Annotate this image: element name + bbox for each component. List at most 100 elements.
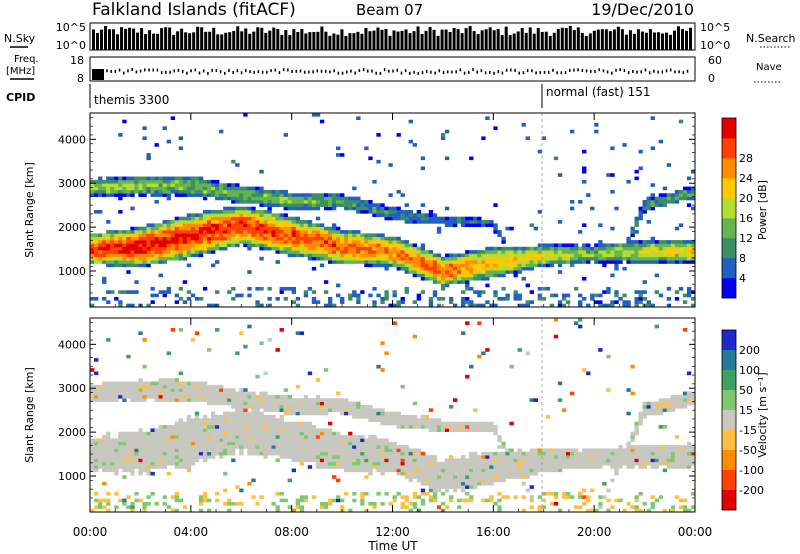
power-cell [206, 210, 212, 214]
power-cell [118, 290, 123, 294]
power-cell [327, 203, 333, 207]
velocity-cell [517, 448, 522, 453]
velocity-cell [231, 438, 236, 443]
nsky-bar [620, 29, 624, 50]
power-cell [186, 243, 192, 248]
velocity-cell [408, 418, 413, 422]
nsky-bar [184, 32, 188, 50]
velocity-cell [134, 435, 139, 439]
velocity-cell [275, 404, 280, 409]
velocity-cell [376, 468, 381, 473]
power-cell [372, 246, 377, 251]
velocity-cell [223, 431, 228, 436]
velocity-cell [332, 458, 337, 463]
velocity-cell [360, 441, 365, 446]
velocity-cell [239, 394, 244, 399]
velocity-cell [416, 451, 422, 456]
freq-mark [240, 71, 243, 75]
power-cell [396, 243, 401, 248]
velocity-cell [174, 465, 180, 469]
velocity-cell [578, 495, 583, 499]
power-cell [243, 220, 248, 224]
power-cell [295, 243, 301, 248]
velocity-cell [231, 425, 236, 429]
power-cell [118, 183, 123, 187]
power-cell [110, 246, 115, 251]
velocity-cell [247, 411, 252, 416]
freq-mark [329, 70, 331, 74]
power-cell [118, 263, 123, 268]
power-cell [134, 290, 139, 294]
velocity-cell [348, 448, 353, 453]
power-cell [376, 256, 381, 261]
velocity-cell [267, 338, 272, 342]
velocity-cell [473, 485, 478, 489]
power-cell [574, 243, 579, 248]
power-cell [198, 226, 204, 231]
power-cell [194, 213, 200, 217]
power-cell [666, 253, 672, 258]
power-cell [348, 296, 353, 301]
power-cell [465, 276, 470, 281]
power-cell [311, 230, 317, 234]
power-cell [384, 216, 389, 221]
power-cell [279, 216, 284, 221]
velocity-cell [408, 501, 413, 506]
power-cell [666, 296, 672, 301]
velocity-cell [340, 411, 345, 416]
velocity-cell [586, 458, 591, 463]
nsky-bar [484, 29, 488, 50]
power-cell [364, 203, 369, 207]
freq-mark [400, 71, 403, 75]
velocity-cell [638, 491, 643, 496]
power-cell [553, 246, 559, 251]
power-cell [303, 253, 309, 258]
power-cell [400, 210, 405, 214]
velocity-cell [102, 498, 107, 503]
velocity-cell [219, 418, 224, 422]
power-cell [186, 246, 192, 251]
velocity-cell [174, 398, 180, 402]
power-cell [202, 193, 208, 197]
power-cell [453, 260, 458, 264]
power-cell [134, 186, 139, 191]
power-cell [271, 223, 276, 228]
velocity-cell [404, 455, 409, 459]
velocity-cell [424, 425, 430, 429]
freq-mark [245, 69, 247, 73]
velocity-cell [154, 391, 159, 396]
velocity-cell [448, 468, 454, 473]
velocity-cell [174, 448, 180, 453]
velocity-cell [126, 458, 131, 463]
velocity-cell [158, 455, 163, 459]
power-cell [614, 243, 619, 248]
power-cell [336, 199, 341, 204]
velocity-cell [344, 435, 349, 439]
velocity-cell [94, 505, 99, 509]
power-cell [315, 243, 321, 248]
velocity-cell [178, 384, 184, 389]
velocity-cell [432, 485, 438, 489]
power-cell [94, 179, 99, 184]
power-cell [448, 270, 454, 274]
power-cell [275, 230, 280, 234]
nsky-bar [232, 30, 236, 50]
power-cell [295, 199, 301, 204]
power-cell [396, 133, 401, 137]
power-cell [134, 253, 139, 258]
velocity-cell [545, 448, 551, 453]
power-cell [194, 296, 200, 301]
power-cell [457, 273, 462, 278]
power-cell [114, 256, 119, 261]
velocity-cell [557, 508, 563, 513]
velocity-cell [352, 415, 357, 419]
velocity-cell [416, 495, 422, 499]
power-cell [219, 246, 224, 251]
power-cell [400, 260, 405, 264]
freq-mark [417, 71, 420, 75]
velocity-cell [509, 448, 514, 453]
power-cell [396, 213, 401, 217]
power-cell [275, 189, 280, 194]
velocity-cell [206, 391, 212, 396]
velocity-cell [618, 451, 623, 456]
